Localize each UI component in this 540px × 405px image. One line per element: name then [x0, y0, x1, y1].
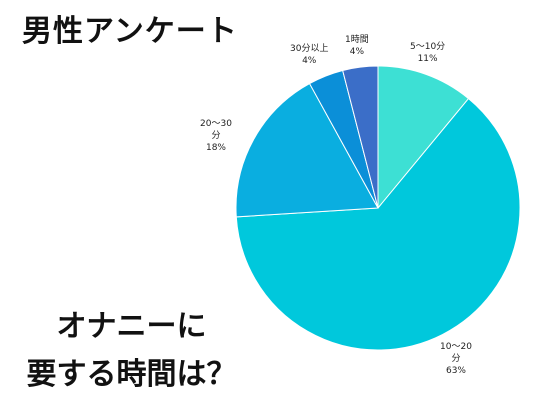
slice-name: 10〜20分	[440, 342, 472, 364]
slice-percent: 4%	[302, 56, 317, 66]
question-line-2: 要する時間は？	[26, 357, 237, 392]
slice-name: 30分以上	[290, 44, 329, 54]
slice-percent: 18%	[205, 143, 226, 153]
slice-label-20-30: 20〜30分 18%	[196, 118, 236, 154]
pie-slice-4	[342, 65, 379, 209]
slice-label-5-10: 5〜10分 11%	[410, 41, 445, 65]
question-text: オナニーに 要する時間は？	[14, 303, 249, 399]
slice-label-10-20: 10〜20分 63%	[436, 341, 476, 377]
pie-slice-1	[235, 97, 521, 351]
pie-slice-0	[377, 65, 470, 210]
slice-label-1-hour: 1時間 4%	[345, 34, 369, 58]
slice-name: 1時間	[345, 35, 369, 45]
page-title: 男性アンケート	[22, 14, 238, 49]
slice-name: 5〜10分	[410, 42, 446, 52]
slice-percent: 4%	[349, 47, 364, 57]
slice-name: 20〜30分	[200, 119, 232, 141]
pie-slice-2	[235, 82, 379, 218]
slice-percent: 11%	[417, 54, 438, 64]
question-line-1: オナニーに	[56, 309, 207, 344]
slice-label-30-plus: 30分以上 4%	[290, 43, 328, 67]
slice-percent: 63%	[445, 366, 466, 376]
